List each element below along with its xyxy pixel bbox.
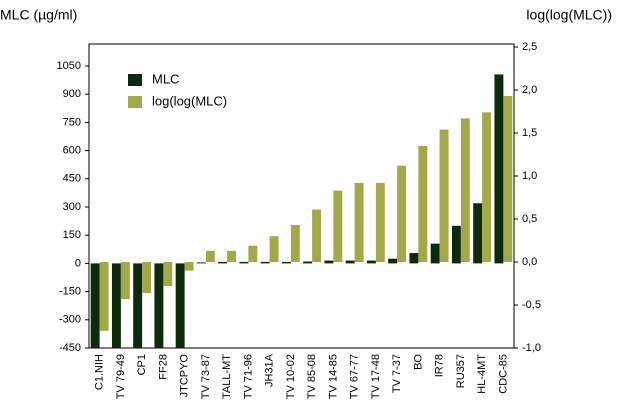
x-tick-label: TV 71-96 bbox=[242, 354, 254, 399]
bar bbox=[409, 253, 419, 264]
bar bbox=[418, 145, 428, 263]
x-tick-label: TV 10-02 bbox=[285, 354, 297, 399]
y-tick-label: -300 bbox=[59, 314, 81, 326]
x-tick-label: BO bbox=[412, 354, 424, 370]
bar bbox=[260, 261, 270, 264]
x-tick-label: CDC-85 bbox=[497, 354, 509, 394]
bar bbox=[354, 182, 364, 263]
y-tick-label: 0 bbox=[75, 257, 81, 269]
bar bbox=[439, 129, 449, 263]
y-tick-label: 150 bbox=[63, 229, 81, 241]
y2-tick-label: 1,5 bbox=[522, 127, 537, 139]
bar bbox=[312, 209, 322, 263]
bar bbox=[99, 262, 109, 331]
x-tick-label: IR78 bbox=[434, 354, 446, 377]
x-tick-label: RU357 bbox=[455, 354, 467, 388]
y-tick-label: 1050 bbox=[57, 60, 81, 72]
legend-swatch bbox=[128, 96, 142, 108]
x-tick-label: TV 67-77 bbox=[349, 354, 361, 399]
bar bbox=[90, 263, 100, 348]
bar bbox=[345, 260, 355, 264]
x-tick-label: C1.NIH bbox=[94, 354, 106, 390]
bar bbox=[460, 118, 470, 263]
x-tick-label: JH31A bbox=[264, 353, 276, 387]
bar bbox=[494, 74, 504, 264]
legend-label: log(log(MLC) bbox=[152, 93, 227, 108]
y-tick-label: 450 bbox=[63, 173, 81, 185]
x-tick-label: HL-4MT bbox=[476, 354, 488, 394]
bar bbox=[388, 258, 398, 264]
y-tick-label: 900 bbox=[63, 88, 81, 100]
bar bbox=[451, 225, 461, 264]
y-axis-title: MLC (µg/ml) bbox=[0, 7, 77, 23]
bar bbox=[366, 260, 376, 264]
bar bbox=[333, 190, 343, 263]
bar bbox=[473, 203, 483, 264]
y-tick-label: 300 bbox=[63, 201, 81, 213]
bar bbox=[196, 262, 206, 264]
y-tick-label: 600 bbox=[63, 145, 81, 157]
y2-tick-label: 0,0 bbox=[522, 256, 537, 268]
x-tick-label: FF28 bbox=[157, 354, 169, 380]
bar bbox=[184, 262, 194, 271]
x-tick-label: TV 85-08 bbox=[306, 354, 318, 399]
y2-tick-label: -1,0 bbox=[522, 342, 541, 354]
x-tick-label: TV 79-49 bbox=[115, 354, 127, 399]
bar bbox=[290, 225, 300, 263]
x-tick-label: TV 7-37 bbox=[391, 354, 403, 393]
bar bbox=[227, 250, 237, 263]
y2-tick-label: 2,5 bbox=[522, 41, 537, 53]
bar bbox=[111, 263, 121, 348]
x-tick-label: TALL-MT bbox=[221, 354, 233, 399]
y-tick-label: -150 bbox=[59, 286, 81, 298]
x-tick-label: JTCPYO bbox=[179, 354, 191, 398]
bar bbox=[397, 165, 407, 263]
bar bbox=[175, 263, 185, 348]
bar bbox=[218, 261, 228, 264]
bar bbox=[142, 262, 152, 293]
bar bbox=[120, 262, 130, 299]
bar bbox=[133, 263, 143, 348]
y-tick-label: -450 bbox=[59, 342, 81, 354]
y-tick-label: 750 bbox=[63, 116, 81, 128]
bar bbox=[503, 96, 513, 263]
bar bbox=[482, 112, 492, 263]
x-tick-label: TV 17-48 bbox=[370, 354, 382, 399]
legend-swatch bbox=[128, 74, 142, 86]
plot-frame bbox=[88, 43, 515, 349]
bar bbox=[324, 260, 334, 264]
x-tick-label: TV 73-87 bbox=[200, 354, 212, 399]
x-tick-label: TV 14-85 bbox=[327, 354, 339, 399]
x-tick-label: CP1 bbox=[136, 354, 148, 375]
y2-tick-label: 0,5 bbox=[522, 213, 537, 225]
bar bbox=[248, 245, 258, 263]
y2-tick-label: -0,5 bbox=[522, 299, 541, 311]
y2-tick-label: 1,0 bbox=[522, 170, 537, 182]
bar bbox=[281, 261, 291, 264]
bar bbox=[205, 250, 215, 263]
bar bbox=[269, 236, 279, 263]
bar bbox=[430, 243, 440, 264]
y2-tick-label: 2,0 bbox=[522, 84, 537, 96]
bar bbox=[303, 261, 313, 264]
bar bbox=[154, 263, 164, 348]
y2-axis-title: log(log(MLC)) bbox=[526, 7, 612, 23]
legend-label: MLC bbox=[152, 71, 179, 86]
bar bbox=[239, 261, 249, 264]
bar bbox=[163, 262, 173, 287]
bar bbox=[375, 182, 385, 263]
